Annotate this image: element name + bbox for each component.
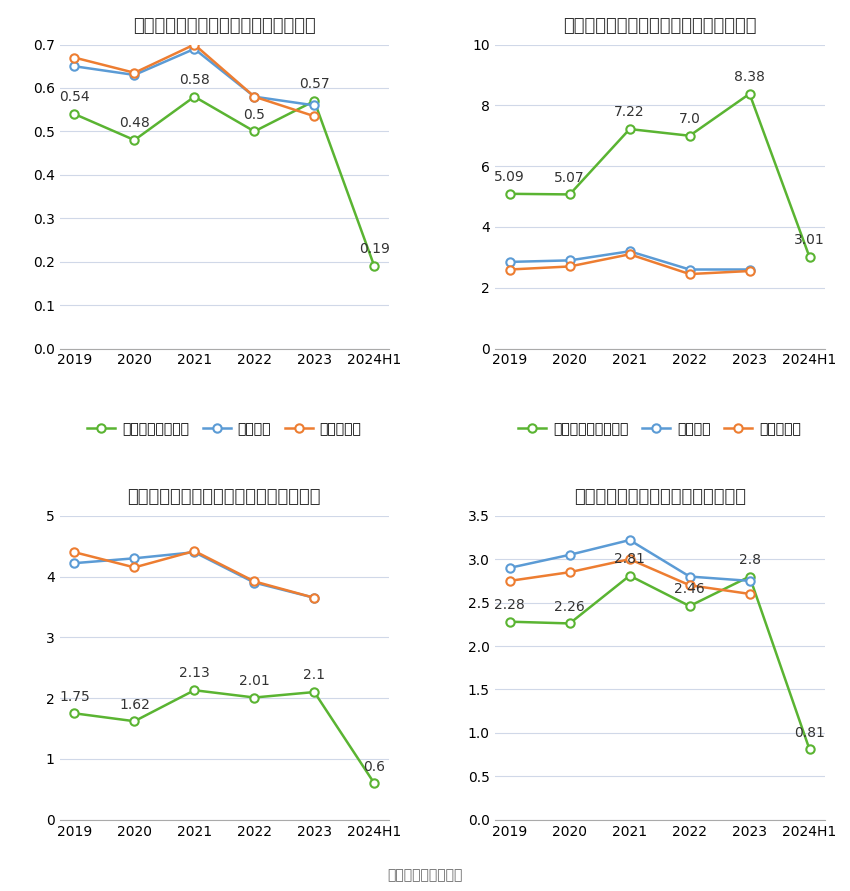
Legend: 公司存货周转率, 行业均值, 行业中位数: 公司存货周转率, 行业均值, 行业中位数: [521, 887, 798, 891]
Text: 0.81: 0.81: [794, 725, 825, 740]
Text: 0.6: 0.6: [363, 759, 385, 773]
Text: 8.38: 8.38: [734, 70, 765, 84]
Text: 3.01: 3.01: [794, 233, 824, 248]
Text: 0.5: 0.5: [243, 108, 265, 122]
Text: 0.58: 0.58: [179, 73, 210, 87]
Text: 1.75: 1.75: [60, 690, 90, 704]
Text: 2.13: 2.13: [179, 666, 210, 681]
Text: 2.8: 2.8: [739, 552, 761, 567]
Text: 5.09: 5.09: [495, 170, 525, 184]
Text: 2.46: 2.46: [674, 583, 705, 596]
Legend: 公司固定资产周转率, 行业均值, 行业中位数: 公司固定资产周转率, 行业均值, 行业中位数: [513, 416, 807, 441]
Legend: 公司总资产周转率, 行业均值, 行业中位数: 公司总资产周转率, 行业均值, 行业中位数: [82, 416, 367, 441]
Title: 中核科技历年存货周转率情况（次）: 中核科技历年存货周转率情况（次）: [574, 488, 745, 506]
Text: 2.1: 2.1: [303, 668, 326, 683]
Text: 0.19: 0.19: [359, 242, 389, 257]
Text: 2.26: 2.26: [554, 600, 585, 614]
Text: 0.54: 0.54: [60, 90, 90, 104]
Title: 中核科技历年固定资产周转率情况（次）: 中核科技历年固定资产周转率情况（次）: [563, 17, 756, 35]
Text: 2.81: 2.81: [615, 552, 645, 566]
Text: 2.01: 2.01: [239, 674, 269, 688]
Title: 中核科技历年应收账款周转率情况（次）: 中核科技历年应收账款周转率情况（次）: [128, 488, 321, 506]
Text: 0.57: 0.57: [299, 78, 330, 91]
Text: 0.48: 0.48: [119, 117, 150, 130]
Text: 数据来源：恒生聚源: 数据来源：恒生聚源: [388, 868, 462, 882]
Text: 2.28: 2.28: [495, 598, 525, 612]
Text: 1.62: 1.62: [119, 698, 150, 712]
Title: 中核科技历年总资产周转率情况（次）: 中核科技历年总资产周转率情况（次）: [133, 17, 315, 35]
Text: 7.0: 7.0: [678, 112, 700, 126]
Legend: 公司应收账款周转率, 行业均值, 行业中位数: 公司应收账款周转率, 行业均值, 行业中位数: [77, 887, 371, 891]
Text: 5.07: 5.07: [554, 171, 585, 184]
Text: 7.22: 7.22: [615, 105, 645, 119]
